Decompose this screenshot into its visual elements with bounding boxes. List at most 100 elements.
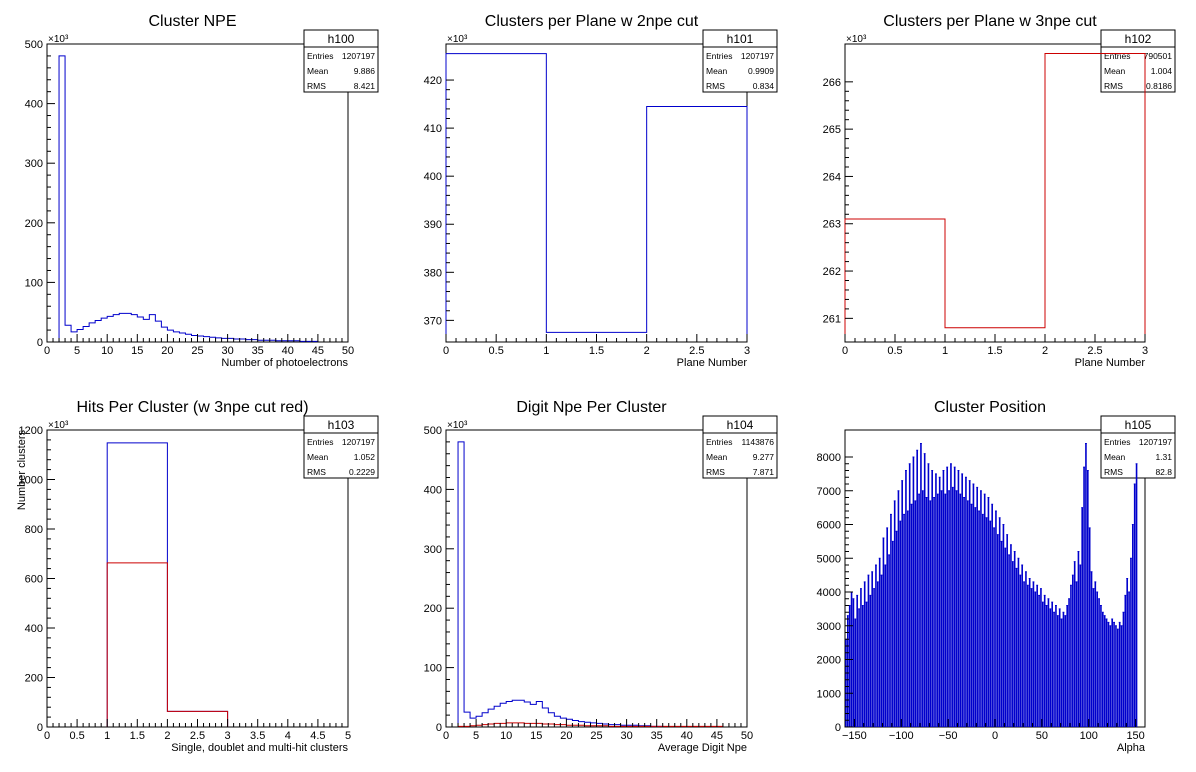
x-tick-label: 1 — [104, 730, 110, 742]
histogram-line-overlay — [106, 562, 229, 727]
stats-rms-value: 7.871 — [753, 467, 775, 477]
y-tick-label: 100 — [25, 277, 43, 289]
x-axis: 0 0.5 1 1.5 2 2.5 3 3.5 4 4.5 5 — [44, 719, 351, 742]
plot-frame — [46, 43, 349, 343]
y-tick-label: 1000 — [19, 475, 43, 487]
x-tick-label: 2 — [164, 730, 170, 742]
x-axis: 0 0.5 1 1.5 2 2.5 3 — [443, 334, 750, 357]
stats-mean-label: Mean — [307, 66, 329, 76]
x-axis-label: Average Digit Npe — [658, 742, 747, 754]
stats-mean-label: Mean — [706, 66, 728, 76]
stats-entries-label: Entries — [307, 437, 333, 447]
x-axis: 0 5 10 15 20 25 30 35 40 45 50 — [44, 334, 354, 357]
panel-cluster-npe: Cluster NPE ×10³ Number of photoelectron… — [25, 13, 379, 369]
x-tick-label: 3.5 — [250, 730, 265, 742]
x-tick-label: −150 — [842, 730, 867, 742]
x-axis-label: Alpha — [1117, 742, 1146, 754]
stats-box: h105 1207197 1.31 82.8 Entries Mean RMS — [1100, 415, 1176, 479]
y-tick-label: 300 — [424, 544, 442, 556]
x-tick-label: 25 — [590, 730, 602, 742]
stats-rms-label: RMS — [1104, 81, 1123, 91]
x-tick-label: 10 — [500, 730, 512, 742]
x-tick-label: 20 — [560, 730, 572, 742]
x-tick-label: 0.5 — [69, 730, 84, 742]
stats-histname: h100 — [328, 32, 355, 46]
stats-histname: h102 — [1125, 32, 1152, 46]
y-tick-label: 200 — [25, 673, 43, 685]
y-axis: 261 262 263 264 265 266 — [823, 77, 853, 325]
stats-histname: h105 — [1125, 418, 1152, 432]
x-tick-label: 2 — [644, 345, 650, 357]
x-axis: −150 −100 −50 0 50 100 150 — [842, 719, 1145, 742]
stats-entries-value: 1207197 — [342, 51, 375, 61]
y-tick-label: 6000 — [817, 520, 841, 532]
x-tick-label: 1.5 — [130, 730, 145, 742]
stats-box-frame — [702, 415, 778, 479]
y-tick-label: 420 — [424, 75, 442, 87]
x-axis-label: Plane Number — [677, 357, 748, 369]
stats-rms-value: 0.834 — [753, 81, 775, 91]
x-tick-label: 15 — [530, 730, 542, 742]
stats-rms-label: RMS — [706, 81, 725, 91]
x-tick-label: −50 — [939, 730, 958, 742]
histogram-line — [844, 52, 1146, 342]
stats-histname: h104 — [727, 418, 754, 432]
y-tick-label: 261 — [823, 313, 841, 325]
x-tick-label: 5 — [345, 730, 351, 742]
y-tick-label: 0 — [436, 722, 442, 734]
y-tick-label: 600 — [25, 574, 43, 586]
stats-box-frame — [1100, 415, 1176, 479]
x-tick-label: 5 — [473, 730, 479, 742]
chart-title: Cluster Position — [934, 399, 1046, 416]
stats-box-frame — [303, 29, 379, 93]
stats-histname: h101 — [727, 32, 754, 46]
y-tick-label: 500 — [25, 39, 43, 51]
x-axis: 0 5 10 15 20 25 30 35 40 45 50 — [443, 719, 753, 742]
y-tick-label: 370 — [424, 315, 442, 327]
histogram-series — [58, 55, 319, 342]
x-tick-label: 35 — [651, 730, 663, 742]
x-tick-label: 2.5 — [689, 345, 704, 357]
y-tick-label: 266 — [823, 77, 841, 89]
x-tick-label: 50 — [1036, 730, 1048, 742]
axis-exponent: ×10³ — [48, 420, 69, 431]
chart-title: Clusters per Plane w 2npe cut — [485, 13, 699, 30]
y-axis: 0 100 200 300 400 500 — [424, 425, 454, 734]
histogram-series — [844, 52, 1146, 342]
stats-rms-value: 0.8186 — [1146, 81, 1172, 91]
y-tick-label: 5000 — [817, 553, 841, 565]
panel-hits-per-cluster: Hits Per Cluster (w 3npe cut red) ×10³ S… — [16, 399, 379, 754]
panel-clusters-per-plane-2npe: Clusters per Plane w 2npe cut ×10³ Plane… — [424, 13, 778, 369]
x-tick-label: 2.5 — [1087, 345, 1102, 357]
histogram-series — [445, 53, 748, 342]
panel-cluster-position: Cluster Position Alpha h105 1207197 1.31… — [817, 399, 1176, 754]
x-tick-label: 35 — [252, 345, 264, 357]
x-tick-label: 0 — [443, 345, 449, 357]
y-axis: 0 100 200 300 400 500 — [25, 39, 55, 349]
stats-rms-label: RMS — [307, 467, 326, 477]
stats-rms-value: 82.8 — [1155, 467, 1172, 477]
x-tick-label: 30 — [221, 345, 233, 357]
y-tick-label: 400 — [25, 99, 43, 111]
y-tick-label: 300 — [25, 158, 43, 170]
stats-rms-label: RMS — [307, 81, 326, 91]
stats-box-frame — [1100, 29, 1176, 93]
plot-frame — [445, 43, 748, 343]
x-tick-label: 1 — [543, 345, 549, 357]
x-tick-label: 3 — [225, 730, 231, 742]
y-tick-label: 0 — [37, 722, 43, 734]
stats-mean-label: Mean — [1104, 452, 1126, 462]
y-tick-label: 1000 — [817, 688, 841, 700]
stats-mean-value: 0.9909 — [748, 66, 774, 76]
panel-digit-npe-per-cluster: Digit Npe Per Cluster ×10³ Average Digit… — [424, 399, 778, 754]
stats-mean-label: Mean — [706, 452, 728, 462]
stats-histname: h103 — [328, 418, 355, 432]
stats-box-frame — [303, 415, 379, 479]
x-tick-label: 10 — [101, 345, 113, 357]
stats-entries-value: 1207197 — [342, 437, 375, 447]
stats-box: h101 1207197 0.9909 0.834 Entries Mean RMS — [702, 29, 778, 93]
x-tick-label: 1.5 — [589, 345, 604, 357]
chart-title: Clusters per Plane w 3npe cut — [883, 13, 1097, 30]
x-tick-label: 0 — [443, 730, 449, 742]
y-axis: 0 1000 2000 3000 4000 5000 6000 7000 8000 — [817, 452, 853, 734]
